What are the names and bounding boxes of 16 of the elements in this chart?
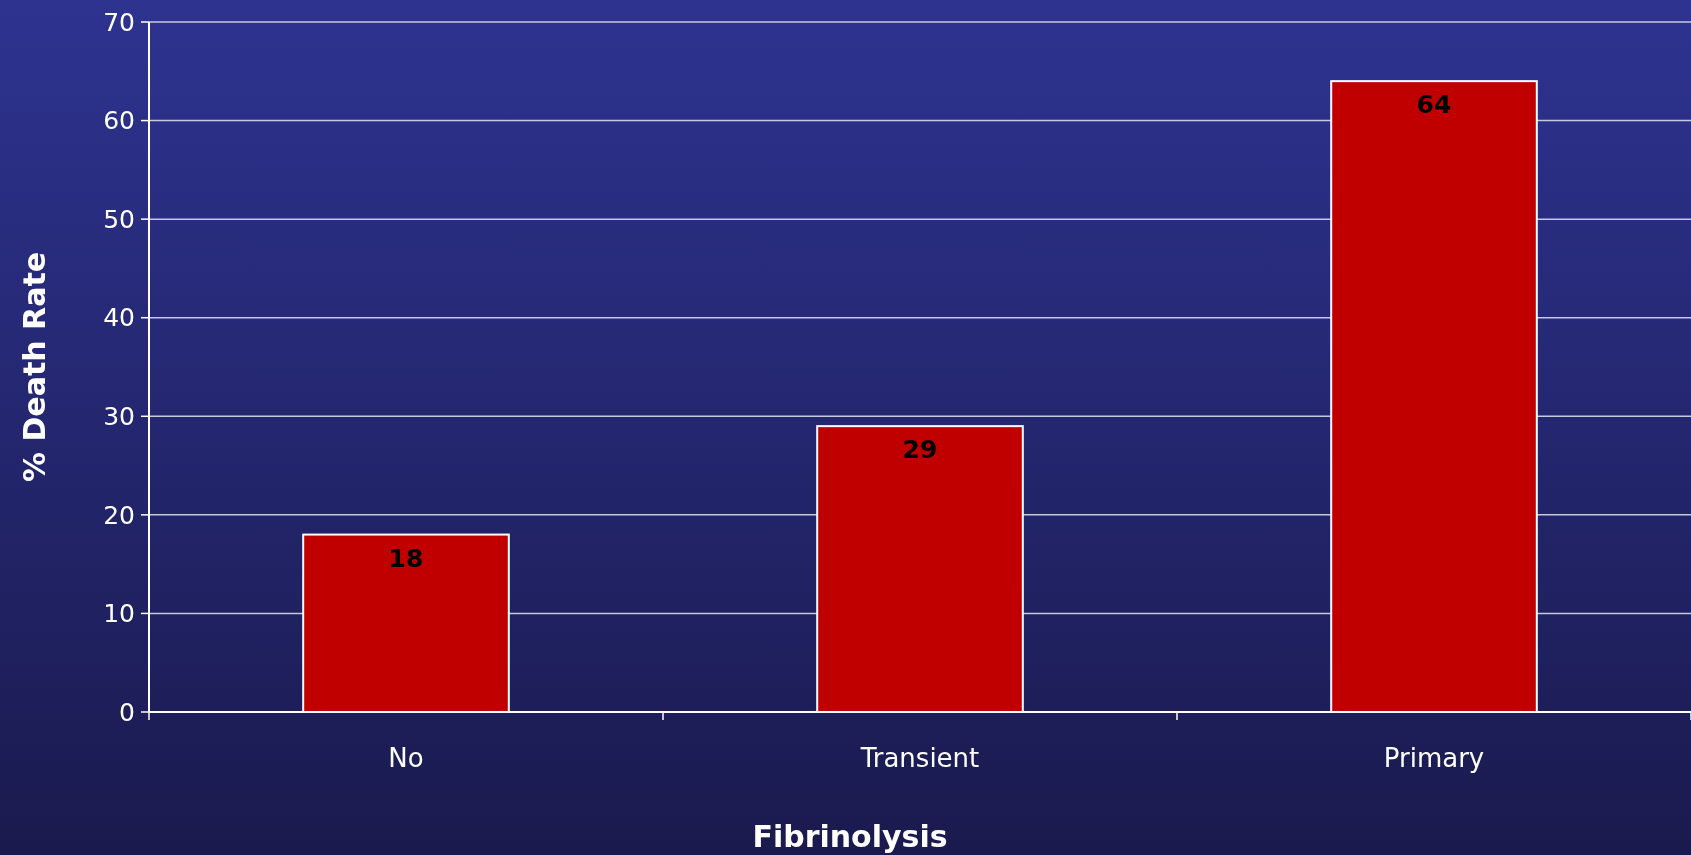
x-tick-label: Primary <box>1383 743 1485 773</box>
y-tick-label: 50 <box>103 204 135 234</box>
x-tick-label: Transient <box>859 743 980 773</box>
y-tick-label: 20 <box>103 500 135 530</box>
x-tick-label: No <box>388 743 424 773</box>
y-tick-label: 30 <box>103 402 135 432</box>
y-tick-label: 60 <box>103 106 135 136</box>
x-axis-title: Fibrinolysis <box>752 819 948 854</box>
data-label: 18 <box>388 543 424 573</box>
data-label: 64 <box>1416 90 1452 120</box>
y-tick-label: 10 <box>103 599 135 629</box>
y-tick-label: 70 <box>103 7 135 37</box>
y-tick-label: 40 <box>103 303 135 333</box>
y-axis-title: % Death Rate <box>17 251 52 483</box>
data-label: 29 <box>902 435 938 465</box>
y-tick-label: 0 <box>119 697 135 727</box>
